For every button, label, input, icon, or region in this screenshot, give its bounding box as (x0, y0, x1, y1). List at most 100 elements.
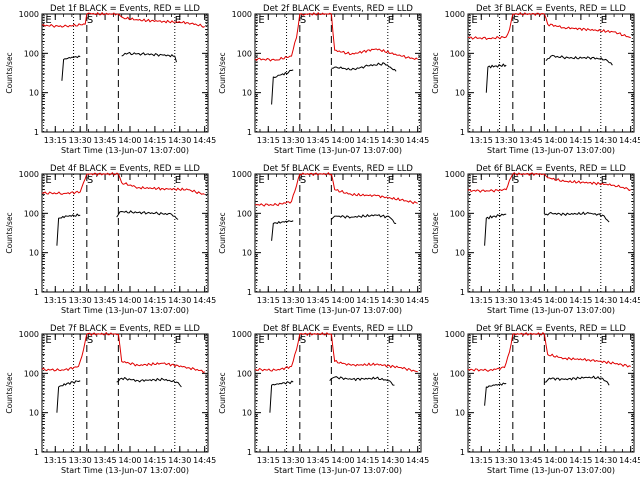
lld-series-line (330, 13, 419, 60)
events-series-line (331, 62, 397, 72)
y-tick-label: 1 (247, 288, 252, 297)
x-axis-label: Start Time (13-Jun-07 13:07:00) (274, 146, 402, 155)
y-tick-label: 1000 (445, 330, 465, 339)
x-tick-label: 13:30 (282, 136, 305, 145)
events-series-line (56, 213, 81, 246)
lld-series-line (117, 173, 205, 196)
x-tick-label: 13:45 (94, 296, 117, 305)
x-tick-label: 13:30 (282, 296, 305, 305)
marker-label: S (513, 175, 519, 186)
x-axis-label: Start Time (13-Jun-07 13:07:00) (487, 146, 615, 155)
x-tick-label: 14:00 (331, 136, 354, 145)
y-tick-label: 10 (455, 409, 465, 418)
plot-frame (41, 13, 209, 133)
x-axis-label: Start Time (13-Jun-07 13:07:00) (61, 146, 189, 155)
x-tick-label: 13:30 (282, 456, 305, 465)
x-tick-label: 13:30 (69, 136, 92, 145)
marker-label: S (513, 335, 519, 346)
x-tick-label: 14:45 (406, 296, 429, 305)
panel-title: Det 5f BLACK = Events, RED = LLD (263, 164, 413, 174)
events-series-line (116, 210, 179, 220)
marker-label: E (471, 15, 477, 26)
y-tick-label: 1000 (19, 170, 39, 179)
panel-title: Det 1f BLACK = Events, RED = LLD (50, 4, 200, 14)
x-tick-label: 13:45 (307, 296, 330, 305)
y-tick-label: 10 (455, 89, 465, 98)
marker-label: E (45, 335, 51, 346)
y-tick-label: 100 (24, 49, 39, 58)
events-series-line (56, 380, 81, 413)
chart-panel-9: Det 9f BLACK = Events, RED = LLD 1 10 100 10… (431, 324, 640, 475)
x-tick-label: 14:00 (331, 296, 354, 305)
y-tick-label: 1000 (232, 170, 252, 179)
y-tick-label: 1000 (232, 330, 252, 339)
x-tick-label: 13:30 (69, 296, 92, 305)
y-tick-label: 1 (34, 288, 39, 297)
lld-series-line (254, 332, 332, 372)
chart-panel-6: Det 6f BLACK = Events, RED = LLD 1 10 100 10… (431, 164, 640, 315)
y-tick-label: 1 (460, 128, 465, 137)
panel-title: Det 2f BLACK = Events, RED = LLD (263, 4, 413, 14)
x-tick-label: 13:30 (495, 296, 518, 305)
x-tick-label: 13:30 (69, 456, 92, 465)
y-tick-label: 1000 (19, 330, 39, 339)
x-axis-label: Start Time (13-Jun-07 13:07:00) (274, 306, 402, 315)
y-tick-label: 1 (34, 128, 39, 137)
plot-frame (467, 13, 635, 133)
panel-title: Det 6f BLACK = Events, RED = LLD (476, 164, 626, 174)
chart-panel-4: Det 4f BLACK = Events, RED = LLD 1 10 100 10… (5, 164, 216, 315)
x-tick-label: 13:45 (94, 136, 117, 145)
chart-panel-1: Det 1f BLACK = Events, RED = LLD 1 10 100 10… (5, 4, 216, 155)
marker-label: E (601, 335, 607, 346)
x-tick-label: 14:15 (143, 456, 166, 465)
x-tick-label: 14:00 (544, 456, 567, 465)
y-tick-label: 10 (242, 249, 252, 258)
y-axis-label: Counts/sec (431, 52, 440, 93)
x-tick-label: 14:45 (193, 136, 216, 145)
events-series-line (61, 55, 81, 81)
x-tick-label: 13:45 (520, 136, 543, 145)
panel-title: Det 3f BLACK = Events, RED = LLD (476, 4, 626, 14)
marker-label: E (45, 175, 51, 186)
x-tick-label: 13:15 (44, 136, 67, 145)
events-series-line (484, 213, 507, 246)
x-tick-label: 13:45 (520, 456, 543, 465)
x-axis-label: Start Time (13-Jun-07 13:07:00) (487, 306, 615, 315)
lld-series-line (41, 172, 119, 195)
marker-label: E (175, 175, 181, 186)
x-tick-label: 14:00 (544, 136, 567, 145)
y-tick-label: 10 (242, 89, 252, 98)
lld-series-line (544, 173, 631, 191)
panel-title: Det 8f BLACK = Events, RED = LLD (263, 324, 413, 334)
events-series-line (269, 380, 294, 413)
y-tick-label: 1 (247, 448, 252, 457)
x-tick-label: 13:30 (495, 456, 518, 465)
plot-frame (41, 333, 209, 453)
x-tick-label: 14:00 (118, 136, 141, 145)
x-tick-label: 14:30 (381, 296, 404, 305)
x-tick-label: 13:45 (307, 136, 330, 145)
plot-frame (467, 333, 635, 453)
x-tick-label: 14:45 (193, 296, 216, 305)
x-tick-label: 13:15 (44, 456, 67, 465)
y-tick-label: 10 (29, 89, 39, 98)
marker-label: E (258, 15, 264, 26)
y-tick-label: 1 (460, 288, 465, 297)
x-axis-label: Start Time (13-Jun-07 13:07:00) (61, 466, 189, 475)
x-tick-label: 14:30 (168, 136, 191, 145)
y-axis-label: Counts/sec (5, 52, 14, 93)
x-tick-label: 14:15 (356, 296, 379, 305)
lld-series-line (543, 13, 631, 39)
marker-label: S (87, 175, 93, 186)
y-tick-label: 10 (29, 409, 39, 418)
x-tick-label: 14:15 (356, 456, 379, 465)
marker-label: E (175, 15, 181, 26)
events-series-line (271, 220, 294, 241)
y-tick-label: 100 (24, 369, 39, 378)
y-tick-label: 100 (237, 369, 252, 378)
events-series-line (544, 375, 610, 386)
y-tick-label: 10 (242, 409, 252, 418)
events-series-line (331, 214, 397, 224)
x-tick-label: 14:00 (544, 296, 567, 305)
